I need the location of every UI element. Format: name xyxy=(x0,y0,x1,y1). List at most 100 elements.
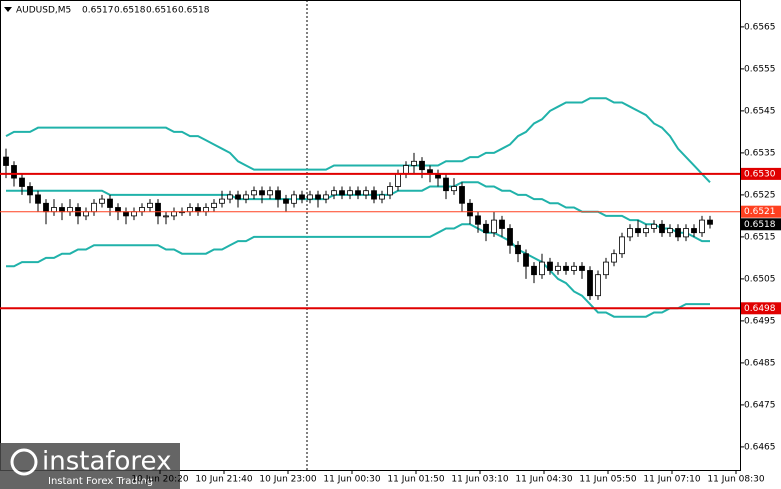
candle-body xyxy=(163,215,169,218)
watermark: instaforex Instant Forex Trading xyxy=(0,443,180,489)
candle-body xyxy=(219,198,225,204)
x-tick-label: 11 Jun 01:50 xyxy=(387,475,444,485)
candle-body xyxy=(387,186,393,196)
candle-body xyxy=(43,202,49,213)
y-tick-label: 0.6515 xyxy=(744,232,776,242)
candle-body xyxy=(131,211,137,217)
x-tick-label: 11 Jun 04:30 xyxy=(515,475,572,485)
y-tick-label: 0.6465 xyxy=(744,442,776,452)
bollinger-band xyxy=(6,223,710,318)
level-label: 0.6498 xyxy=(744,304,776,314)
y-tick-label: 0.6525 xyxy=(744,190,776,200)
y-tick-label: 0.6475 xyxy=(744,400,776,410)
candle-body xyxy=(667,228,673,234)
y-tick-label: 0.6485 xyxy=(744,358,776,368)
header-close: 0.6518 xyxy=(178,6,210,16)
candle-body xyxy=(51,207,57,213)
candle-body xyxy=(211,202,217,208)
plot xyxy=(3,97,713,318)
x-tick-label: 11 Jun 03:10 xyxy=(451,475,508,485)
x-tick-label: 10 Jun 20:20 xyxy=(131,475,188,485)
candle-body xyxy=(683,228,689,238)
candle-body xyxy=(587,270,593,297)
candle-body xyxy=(419,160,425,171)
y-tick-label: 0.6565 xyxy=(744,22,776,32)
candle-body xyxy=(299,194,305,200)
level-label: 0.6521 xyxy=(744,207,776,217)
candle-body xyxy=(355,190,361,196)
candle-body xyxy=(323,194,329,200)
candle-body xyxy=(267,190,273,196)
candle-body xyxy=(563,265,569,271)
candle-body xyxy=(571,265,577,271)
plot-frame xyxy=(0,0,741,471)
candle-body xyxy=(307,194,313,200)
candle-body xyxy=(371,190,377,200)
level-tag xyxy=(741,167,781,180)
candle-body xyxy=(699,219,705,234)
y-tick-label: 0.6535 xyxy=(744,148,776,158)
current-price-tag xyxy=(741,218,781,231)
candle-body xyxy=(315,194,321,200)
candle-body xyxy=(547,261,553,271)
candle-body xyxy=(195,207,201,213)
candle-body xyxy=(491,219,497,234)
x-tick-label: 11 Jun 05:50 xyxy=(579,475,636,485)
candle-body xyxy=(67,207,73,213)
candle-body xyxy=(707,219,713,225)
y-tick-label: 0.6495 xyxy=(744,316,776,326)
candle-body xyxy=(107,198,113,208)
candle-body xyxy=(467,202,473,217)
candle-body xyxy=(643,228,649,234)
candle-body xyxy=(475,215,481,225)
candle-body xyxy=(635,228,641,234)
header-open: 0.6517 xyxy=(82,6,114,16)
candle-body xyxy=(227,194,233,200)
candle-body xyxy=(235,194,241,200)
candle-body xyxy=(627,228,633,238)
candle-body xyxy=(11,165,17,179)
candle-body xyxy=(99,198,105,204)
candle-body xyxy=(331,190,337,196)
candle-body xyxy=(659,223,665,234)
y-tick-label: 0.6545 xyxy=(744,106,776,116)
candle-body xyxy=(675,228,681,238)
candle-body xyxy=(459,186,465,204)
candle-body xyxy=(451,186,457,192)
candle-body xyxy=(403,165,409,175)
x-tick-label: 10 Jun 23:00 xyxy=(259,475,316,485)
x-tick-label: 10 Jun 21:40 xyxy=(195,475,252,485)
candle-body xyxy=(523,253,529,267)
candle-body xyxy=(283,198,289,204)
candle-body xyxy=(203,207,209,213)
candle-body xyxy=(499,219,505,229)
candle-body xyxy=(691,228,697,234)
candle-body xyxy=(411,160,417,166)
candle-body xyxy=(443,177,449,192)
candle-body xyxy=(27,186,33,196)
level-label: 0.6530 xyxy=(744,169,776,179)
candle-body xyxy=(115,207,121,213)
candle-body xyxy=(619,236,625,255)
current-price-label: 0.6518 xyxy=(744,220,776,230)
symbol: AUDUSD,M5 xyxy=(16,6,71,16)
candle-body xyxy=(139,207,145,213)
candle-body xyxy=(483,223,489,234)
candle-body xyxy=(611,253,617,263)
candle-body xyxy=(363,190,369,196)
candle-body xyxy=(555,265,561,271)
candle-body xyxy=(19,177,25,187)
watermark-brand: instaforex xyxy=(42,447,171,477)
candle-body xyxy=(91,202,97,213)
x-tick-label: 11 Jun 00:30 xyxy=(323,475,380,485)
candle-body xyxy=(603,261,609,276)
candle-body xyxy=(347,190,353,196)
candle-body xyxy=(379,194,385,200)
x-tick-label: 11 Jun 07:10 xyxy=(643,475,700,485)
candle-body xyxy=(243,194,249,200)
watermark-tagline: Instant Forex Trading xyxy=(48,476,153,487)
header-low: 0.6516 xyxy=(146,6,178,16)
candle-body xyxy=(251,190,257,196)
candle-body xyxy=(531,265,537,276)
